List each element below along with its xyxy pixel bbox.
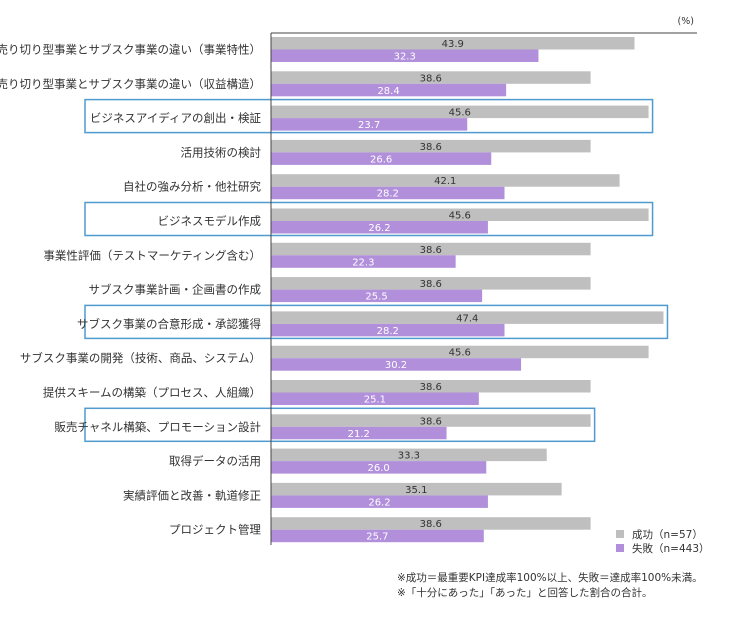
bar-failure	[271, 495, 488, 508]
data-label-success: 45.6	[449, 348, 471, 359]
data-label-success: 38.6	[420, 519, 442, 530]
data-label-failure: 26.2	[368, 223, 390, 234]
bar-success	[271, 345, 649, 359]
labels-group: 43.9 32.3 売り切り型事業とサブスク事業の違い（事業特性） 38.6 28.4 売…	[0, 39, 478, 543]
data-label-success: 45.6	[449, 211, 471, 222]
data-label-success: 33.3	[398, 451, 420, 462]
data-label-success: 43.9	[442, 39, 464, 50]
highlight-box	[84, 201, 654, 237]
data-label-success: 38.6	[420, 416, 442, 427]
bar-success	[271, 517, 591, 530]
highlight-box	[84, 407, 596, 443]
bars-group	[271, 37, 664, 543]
data-label-failure: 32.3	[394, 52, 416, 63]
bar-success	[271, 208, 649, 221]
data-label-success: 45.6	[449, 108, 471, 119]
bar-success	[271, 482, 562, 496]
data-label-success: 38.6	[420, 73, 442, 84]
data-label-success: 35.1	[405, 485, 427, 496]
bar-success	[271, 242, 591, 256]
bar-success	[271, 139, 591, 153]
data-label-success: 38.6	[420, 279, 442, 290]
data-label-failure: 26.6	[370, 154, 392, 165]
data-label-success: 42.1	[434, 176, 456, 187]
data-label-failure: 28.4	[377, 86, 399, 97]
category-label: 取得データの活用	[169, 454, 261, 468]
bar-failure	[271, 221, 488, 234]
legend-swatch-failure	[616, 544, 624, 552]
bar-failure	[271, 83, 507, 97]
category-label: 自社の強み分析・他社研究	[123, 180, 261, 194]
category-label: ビジネスアイディアの創出・検証	[90, 111, 262, 125]
bar-success	[271, 174, 620, 187]
bar-failure	[271, 358, 522, 371]
data-label-failure: 28.2	[377, 326, 399, 337]
data-label-failure: 22.3	[352, 257, 374, 268]
data-label-failure: 26.0	[368, 463, 390, 474]
bar-failure	[271, 255, 456, 268]
category-label: 実績評価と改善・軌道修正	[123, 488, 261, 502]
legend-label-failure: 失敗（n=443）	[632, 542, 710, 555]
bar-success	[271, 311, 664, 324]
bar-failure	[271, 426, 447, 440]
data-label-failure: 26.2	[368, 497, 390, 508]
category-label: 提供スキームの構築（プロセス、人組織）	[43, 386, 261, 400]
category-label: 販売チャネル構築、プロモーション設計	[54, 420, 261, 434]
data-label-failure: 21.2	[348, 429, 370, 440]
highlight-box	[84, 98, 654, 134]
data-label-failure: 25.1	[364, 395, 386, 406]
highlight-boxes	[84, 98, 669, 443]
legend: 成功（n=57） 失敗（n=443）	[616, 529, 710, 555]
data-label-success: 38.6	[420, 142, 442, 153]
bar-failure	[271, 529, 484, 543]
category-label: ビジネスモデル作成	[158, 214, 262, 228]
legend-label-success: 成功（n=57）	[632, 529, 703, 541]
bar-failure	[271, 49, 539, 62]
bar-failure	[271, 461, 487, 474]
category-label: サブスク事業計画・企画書の作成	[89, 283, 262, 297]
note-definition: ※成功＝最重要KPI達成率100%以上、失敗＝達成率100%未満。	[397, 572, 703, 584]
category-label: プロジェクト管理	[169, 523, 261, 537]
bar-failure	[271, 152, 492, 165]
bar-failure	[271, 289, 483, 303]
legend-swatch-success	[616, 530, 624, 538]
bar-failure	[271, 118, 468, 131]
data-label-success: 47.4	[456, 313, 478, 324]
bar-success	[271, 277, 591, 290]
category-label: 活用技術の検討	[181, 145, 262, 159]
category-label: サブスク事業の合意形成・承認獲得	[77, 317, 261, 331]
bar-failure	[271, 186, 505, 200]
data-label-success: 38.6	[420, 245, 442, 256]
category-label: 売り切り型事業とサブスク事業の違い（収益構造）	[0, 77, 261, 91]
category-label: 事業性評価（テストマーケティング含む）	[43, 248, 261, 262]
bar-success	[271, 37, 635, 50]
bar-success	[271, 71, 591, 84]
bar-success	[271, 414, 591, 427]
bar-failure	[271, 323, 505, 337]
data-label-failure: 25.5	[365, 292, 387, 303]
bar-success	[271, 448, 547, 462]
data-label-failure: 30.2	[385, 360, 407, 371]
bar-success	[271, 380, 591, 393]
note-aggregation: ※「十分にあった」「あった」と回答した割合の合計。	[397, 587, 653, 599]
category-label: 売り切り型事業とサブスク事業の違い（事業特性）	[0, 43, 261, 57]
data-label-failure: 23.7	[358, 120, 380, 131]
bar-failure	[271, 392, 479, 405]
highlight-box	[84, 304, 669, 340]
category-label: サブスク事業の開発（技術、商品、システム）	[20, 351, 261, 365]
unit-label: (%)	[678, 16, 694, 27]
data-label-failure: 28.2	[377, 189, 399, 200]
data-label-success: 38.6	[420, 382, 442, 393]
data-label-failure: 25.7	[366, 532, 388, 543]
bar-success	[271, 105, 649, 119]
